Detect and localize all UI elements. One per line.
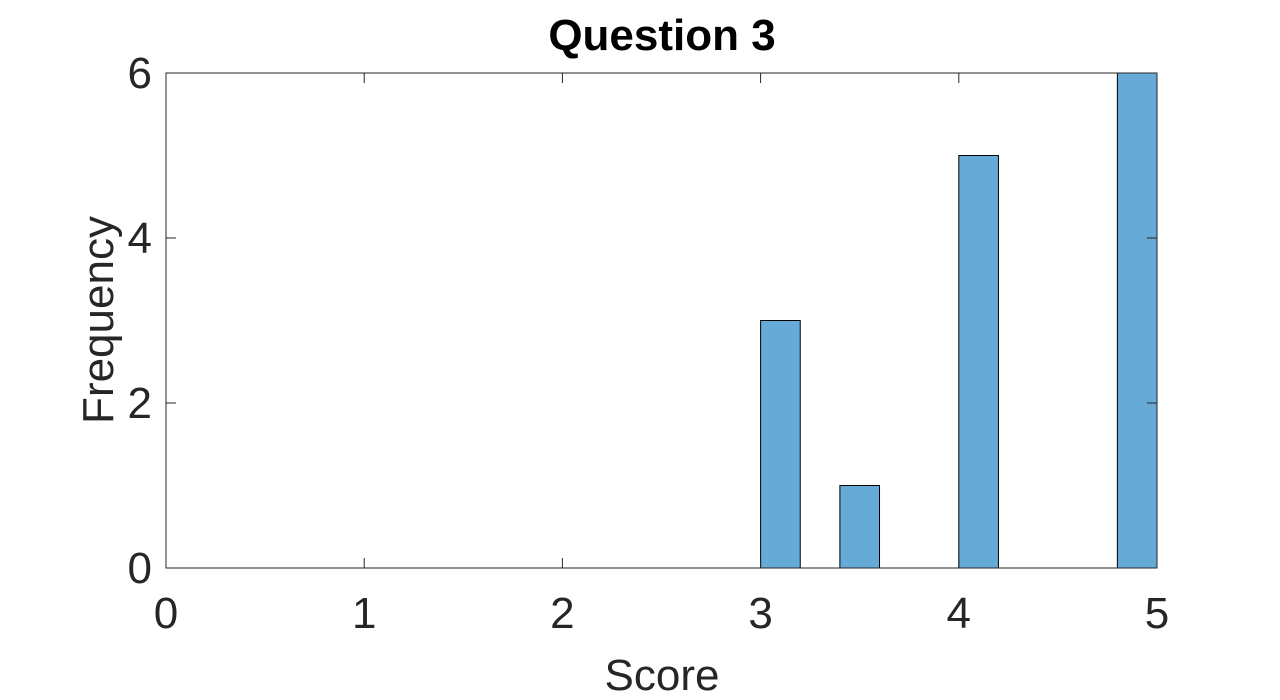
x-tick-label: 5 <box>1145 589 1169 638</box>
y-tick-label: 2 <box>128 379 152 428</box>
y-tick-label: 0 <box>128 544 152 593</box>
x-tick-label: 3 <box>748 589 772 638</box>
chart-title: Question 3 <box>548 11 775 60</box>
axes-frame <box>165 72 1158 569</box>
y-tick-label: 4 <box>128 214 152 263</box>
x-axis-label: Score <box>605 651 720 700</box>
y-axis-label: Frequency <box>74 216 123 424</box>
plot-area: 0 1 2 3 4 5 0 2 4 6 <box>128 49 1170 638</box>
bar-2 <box>839 485 881 569</box>
bar-4 <box>1116 72 1158 569</box>
bar-3 <box>958 155 999 569</box>
x-tick-label: 4 <box>947 589 971 638</box>
x-tick-label: 0 <box>154 589 178 638</box>
x-tick-label: 2 <box>550 589 574 638</box>
y-tick-label: 6 <box>128 49 152 98</box>
x-tick-label: 1 <box>352 589 376 638</box>
bar-1 <box>760 320 801 569</box>
